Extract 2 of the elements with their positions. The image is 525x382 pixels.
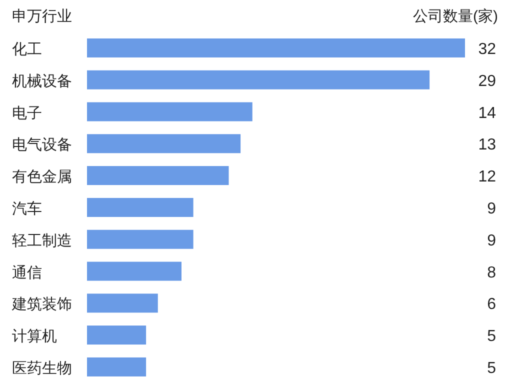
xlabel: 公司数量(家) [413, 8, 498, 25]
ylabel: 申万行业 [12, 8, 72, 25]
